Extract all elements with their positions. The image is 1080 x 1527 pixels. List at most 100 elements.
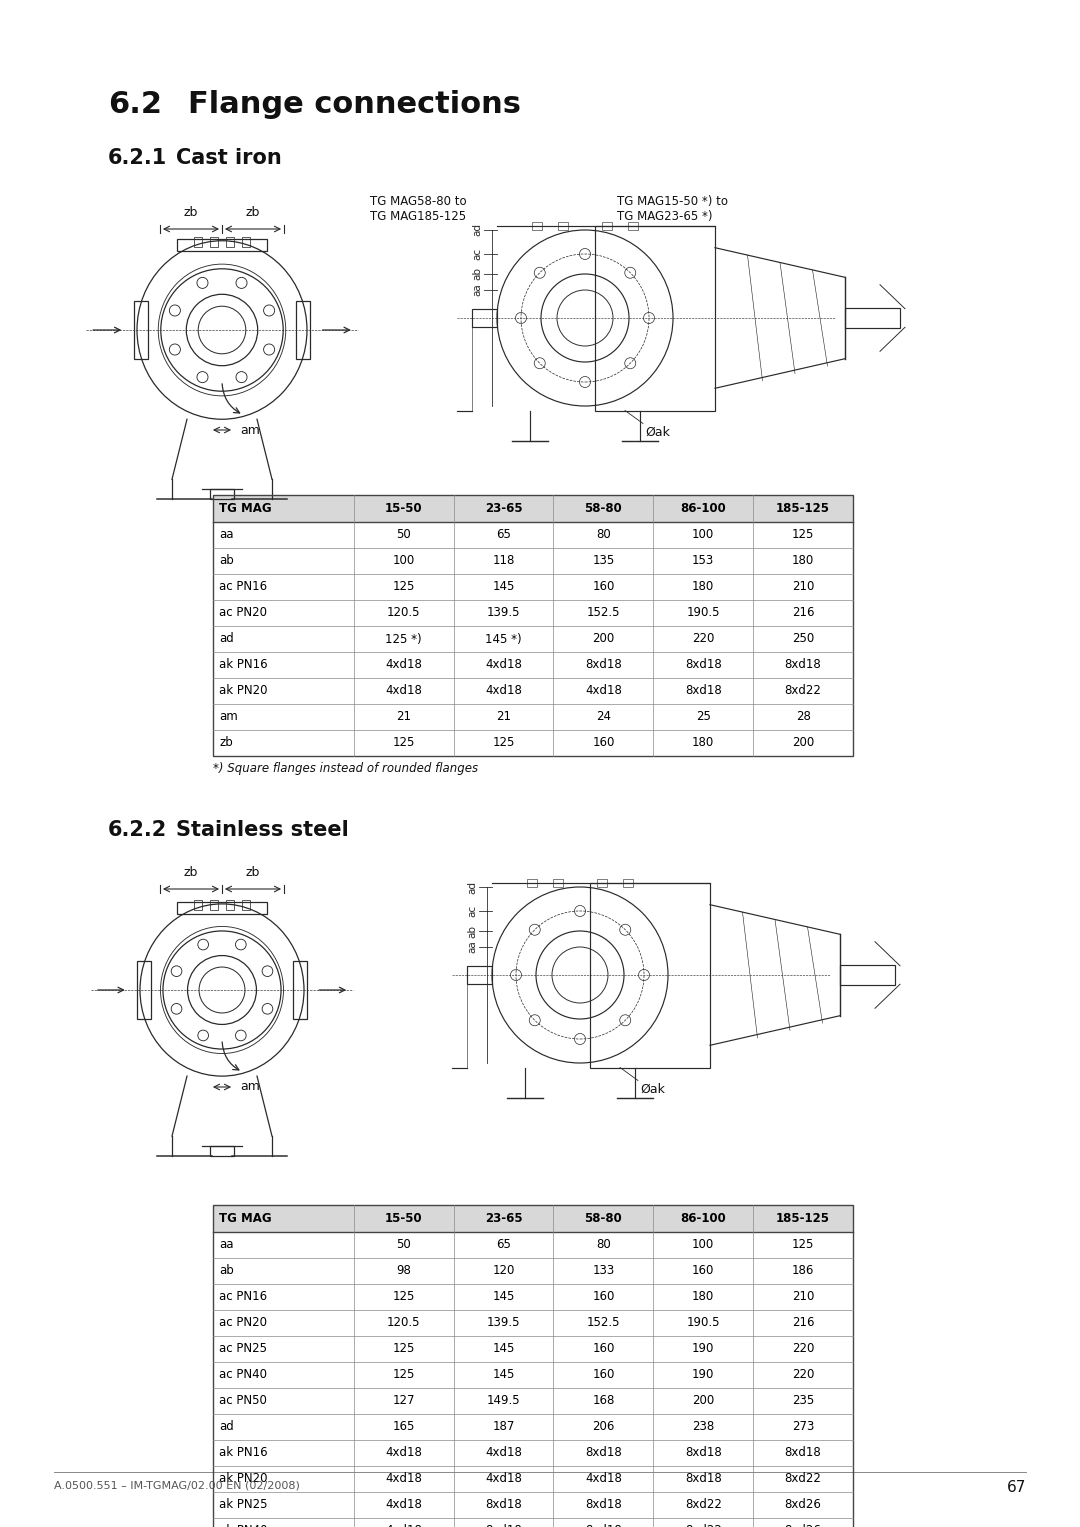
Text: 210: 210 xyxy=(792,580,814,594)
Bar xyxy=(296,301,310,359)
Text: 4xd18: 4xd18 xyxy=(386,1446,422,1460)
Text: 200: 200 xyxy=(692,1394,714,1408)
Text: TG MAG58-80 to
TG MAG185-125: TG MAG58-80 to TG MAG185-125 xyxy=(370,195,467,223)
Text: 180: 180 xyxy=(692,580,714,594)
Bar xyxy=(213,548,853,574)
Text: ab: ab xyxy=(219,1264,233,1278)
Text: ac PN40: ac PN40 xyxy=(219,1368,267,1382)
Text: ad: ad xyxy=(467,881,477,893)
Text: 190: 190 xyxy=(692,1368,715,1382)
Text: 125: 125 xyxy=(392,1368,415,1382)
Bar xyxy=(623,878,633,887)
Text: 190: 190 xyxy=(692,1342,715,1356)
Text: zb: zb xyxy=(219,736,233,750)
Text: aa: aa xyxy=(219,1238,233,1252)
Text: 8xd18: 8xd18 xyxy=(685,1446,721,1460)
Text: 125: 125 xyxy=(392,1342,415,1356)
Text: 6.2.2: 6.2.2 xyxy=(108,820,167,840)
Text: A.0500.551 – IM-TGMAG/02.00 EN (02/2008): A.0500.551 – IM-TGMAG/02.00 EN (02/2008) xyxy=(54,1480,300,1490)
Text: Cast iron: Cast iron xyxy=(176,148,282,168)
Bar xyxy=(210,899,218,910)
Text: ac PN16: ac PN16 xyxy=(219,580,267,594)
Bar xyxy=(845,308,900,328)
Text: 145: 145 xyxy=(492,1368,515,1382)
Text: 86-100: 86-100 xyxy=(680,1212,726,1225)
Bar xyxy=(134,301,148,359)
Text: zb: zb xyxy=(246,866,260,880)
Bar xyxy=(293,960,307,1019)
Bar xyxy=(213,495,853,756)
Bar xyxy=(213,678,853,704)
Text: 216: 216 xyxy=(792,1316,814,1330)
Text: ab: ab xyxy=(472,267,482,281)
Text: 8xd18: 8xd18 xyxy=(785,1446,822,1460)
Text: 58-80: 58-80 xyxy=(584,502,622,515)
Text: 186: 186 xyxy=(792,1264,814,1278)
Text: 145 *): 145 *) xyxy=(485,632,522,646)
Text: 15-50: 15-50 xyxy=(384,1212,422,1225)
Text: 8xd18: 8xd18 xyxy=(685,684,721,698)
Bar xyxy=(213,1284,853,1310)
Text: 21: 21 xyxy=(396,710,411,724)
Text: aa: aa xyxy=(467,941,477,953)
Text: 8xd22: 8xd22 xyxy=(785,684,822,698)
Text: 160: 160 xyxy=(592,736,615,750)
Text: 86-100: 86-100 xyxy=(680,502,726,515)
Text: 190.5: 190.5 xyxy=(687,1316,720,1330)
Text: 21: 21 xyxy=(496,710,511,724)
Text: 120.5: 120.5 xyxy=(387,1316,420,1330)
Text: 200: 200 xyxy=(592,632,615,646)
Text: 15-50: 15-50 xyxy=(384,502,422,515)
Text: 58-80: 58-80 xyxy=(584,1212,622,1225)
Text: TG MAG15-50 *) to
TG MAG23-65 *): TG MAG15-50 *) to TG MAG23-65 *) xyxy=(617,195,728,223)
Text: ad: ad xyxy=(219,632,233,646)
Text: 160: 160 xyxy=(592,1342,615,1356)
Text: am: am xyxy=(219,710,238,724)
Text: aa: aa xyxy=(472,284,482,296)
Bar xyxy=(527,878,537,887)
Text: 6.2: 6.2 xyxy=(108,90,162,119)
Text: 4xd18: 4xd18 xyxy=(485,1446,522,1460)
Bar xyxy=(602,221,612,229)
Text: 8xd18: 8xd18 xyxy=(585,1524,622,1527)
Text: 25: 25 xyxy=(696,710,711,724)
Text: 4xd18: 4xd18 xyxy=(585,684,622,698)
Text: 125: 125 xyxy=(392,1290,415,1304)
Text: ac PN20: ac PN20 xyxy=(219,1316,267,1330)
Bar xyxy=(531,221,541,229)
Bar xyxy=(213,1492,853,1518)
Text: 8xd18: 8xd18 xyxy=(485,1498,522,1512)
Text: 220: 220 xyxy=(792,1342,814,1356)
Text: 185-125: 185-125 xyxy=(777,1212,831,1225)
Bar xyxy=(213,522,853,548)
Text: 8xd18: 8xd18 xyxy=(685,658,721,672)
Text: 135: 135 xyxy=(592,554,615,568)
Text: ak PN20: ak PN20 xyxy=(219,1472,268,1486)
Text: 4xd18: 4xd18 xyxy=(585,1472,622,1486)
Bar xyxy=(213,1205,853,1527)
Bar xyxy=(213,652,853,678)
Text: 4xd18: 4xd18 xyxy=(485,658,522,672)
Text: 65: 65 xyxy=(496,528,511,542)
Text: 8xd22: 8xd22 xyxy=(685,1498,721,1512)
Text: 67: 67 xyxy=(1007,1480,1026,1495)
Text: ad: ad xyxy=(472,223,482,237)
Text: 8xd26: 8xd26 xyxy=(785,1524,822,1527)
Bar xyxy=(558,221,568,229)
Text: TG MAG: TG MAG xyxy=(219,1212,272,1225)
Text: am: am xyxy=(240,423,260,437)
Text: ac PN16: ac PN16 xyxy=(219,1290,267,1304)
Text: 8xd18: 8xd18 xyxy=(485,1524,522,1527)
Bar xyxy=(194,899,202,910)
Bar xyxy=(177,902,267,913)
Text: 168: 168 xyxy=(592,1394,615,1408)
Text: ad: ad xyxy=(219,1420,233,1434)
Text: 180: 180 xyxy=(792,554,814,568)
Text: ac PN25: ac PN25 xyxy=(219,1342,267,1356)
Text: Stainless steel: Stainless steel xyxy=(176,820,349,840)
Text: ab: ab xyxy=(467,924,477,938)
Text: 4xd18: 4xd18 xyxy=(386,658,422,672)
Text: zb: zb xyxy=(184,866,199,880)
Bar xyxy=(177,238,267,250)
Text: 50: 50 xyxy=(396,528,411,542)
